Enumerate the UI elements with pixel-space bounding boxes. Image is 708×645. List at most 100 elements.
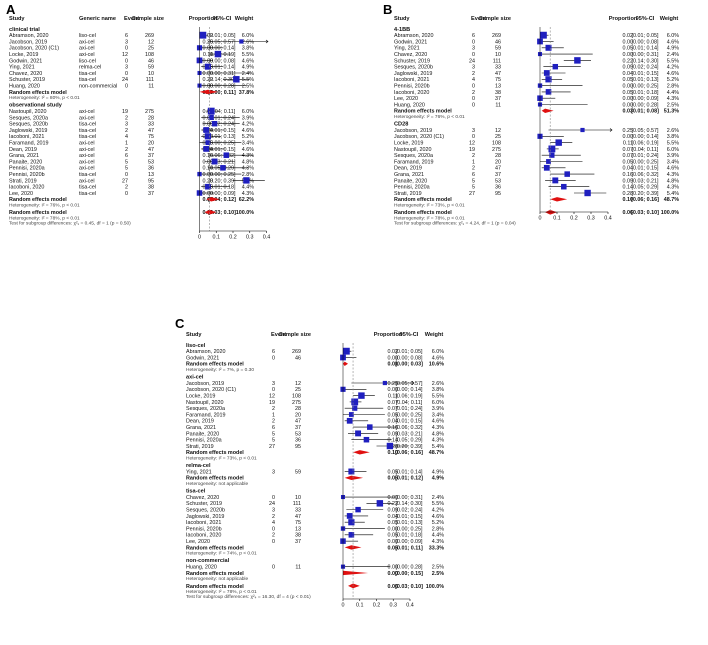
overall-diamond (204, 209, 217, 215)
sample-size: 25 (148, 46, 154, 52)
study-name: Pennisi, 2020a (186, 438, 222, 444)
summary-ci: [0.00; 0.03] (395, 362, 423, 368)
sample-size: 95 (495, 191, 501, 197)
summary-weight: 48.7% (664, 197, 679, 203)
sample-size: 36 (295, 438, 301, 444)
confidence-interval: [0.00; 0.25] (209, 140, 236, 146)
proportion: 0.05 (388, 533, 399, 539)
proportion: 0.22 (623, 58, 634, 64)
subgroup-title: CD28 (394, 122, 408, 128)
sample-size: 37 (295, 425, 301, 431)
event-count: 6 (472, 172, 475, 178)
study-marker (348, 519, 355, 526)
generic-name: tisa-cel (79, 185, 96, 191)
study-marker (207, 107, 215, 115)
generic-name: axi-cel (79, 147, 95, 153)
confidence-interval: [0.00; 0.09] (632, 96, 659, 102)
study-name: Lee, 2020 (394, 96, 418, 102)
study-name: Dean, 2019 (394, 166, 422, 172)
generic-name: relma-cel (79, 65, 101, 71)
proportion: 0.00 (388, 565, 399, 571)
confidence-interval: [0.06; 0.32] (396, 425, 423, 431)
generic-name: axi-cel (79, 140, 95, 146)
proportion: 0.00 (623, 102, 634, 108)
sample-size: 36 (148, 166, 154, 172)
weight: 4.9% (242, 65, 254, 71)
event-count: 2 (472, 71, 475, 77)
confidence-interval: [0.00; 0.09] (209, 191, 236, 197)
event-count: 5 (472, 178, 475, 184)
ci-arrow (609, 128, 613, 132)
study-name: Dean, 2019 (186, 419, 214, 425)
confidence-interval: [0.01; 0.15] (396, 514, 423, 520)
column-header-prop: Proportion (189, 16, 218, 22)
weight: 3.8% (432, 387, 444, 393)
proportion: 0.05 (623, 46, 634, 52)
column-header-study: Study (394, 16, 410, 22)
event-count: 0 (125, 83, 128, 89)
summary-proportion: 0.05 (388, 545, 399, 551)
event-count: 19 (269, 400, 275, 406)
weight: 4.8% (242, 159, 254, 165)
confidence-interval: [0.00; 0.14] (632, 134, 659, 140)
study-marker (352, 405, 358, 411)
event-count: 2 (472, 166, 475, 172)
proportion: 0.00 (623, 52, 634, 58)
study-marker (552, 177, 559, 184)
confidence-interval: [0.01; 0.15] (632, 71, 659, 77)
weight: 2.4% (432, 495, 444, 501)
weight: 5.5% (667, 140, 679, 146)
generic-name: axi-cel (79, 115, 95, 121)
study-name: Huang, 2020 (394, 102, 425, 108)
study-marker (342, 347, 350, 355)
overall-proportion: 0.06 (623, 210, 634, 216)
study-name: Locke, 2019 (394, 140, 423, 146)
confidence-interval: [0.00; 0.14] (209, 46, 236, 52)
sample-size: 28 (148, 115, 154, 121)
sample-size: 269 (492, 33, 501, 39)
event-count: 27 (122, 178, 128, 184)
confidence-interval: [0.00; 0.31] (209, 71, 236, 77)
summary-ci: [0.06; 0.16] (631, 197, 659, 203)
summary-diamond (550, 197, 568, 202)
confidence-interval: [0.06; 0.32] (632, 172, 659, 178)
summary-proportion: 0.01 (388, 362, 399, 368)
confidence-interval: [0.05; 0.57] (632, 128, 659, 134)
proportion: 0.14 (203, 166, 214, 172)
event-count: 0 (272, 495, 275, 501)
weight: 2.6% (432, 381, 444, 387)
proportion: 0.11 (623, 140, 633, 146)
event-count: 5 (472, 185, 475, 191)
subgroup-title: axi-cel (186, 375, 204, 381)
event-count: 3 (472, 128, 475, 134)
study-name: Iacoboni, 2021 (394, 77, 429, 83)
overall-proportion: 0.06 (388, 584, 399, 590)
confidence-interval: [0.01; 0.18] (396, 533, 423, 539)
study-name: Schuster, 2019 (186, 501, 222, 507)
event-count: 5 (272, 438, 275, 444)
proportion: 0.04 (623, 71, 634, 77)
sample-size: 25 (295, 387, 301, 393)
summary-weight: 2.5% (432, 571, 444, 577)
study-name: Strati, 2019 (9, 178, 37, 184)
column-header-event: Event (471, 16, 486, 22)
study-name: Iacoboni, 2021 (9, 134, 44, 140)
event-count: 3 (125, 122, 128, 128)
event-count: 2 (472, 153, 475, 159)
study-name: Lee, 2020 (9, 191, 33, 197)
heterogeneity-text: Heterogeneity: I² = 80%, p < 0.01 (9, 95, 80, 101)
event-count: 6 (125, 33, 128, 39)
event-count: 3 (472, 46, 475, 52)
event-count: 0 (272, 539, 275, 545)
overall-random-effects-label: Random effects model (186, 584, 244, 590)
weight: 5.5% (242, 52, 254, 58)
proportion: 0.00 (388, 526, 399, 532)
study-name: Panaite, 2020 (9, 159, 42, 165)
sample-size: 53 (295, 431, 301, 437)
study-name: Ying, 2021 (394, 46, 420, 52)
study-name: Iacoboni, 2020 (394, 90, 429, 96)
study-marker (211, 158, 218, 165)
weight: 3.4% (667, 159, 679, 165)
proportion: 0.09 (623, 65, 634, 71)
